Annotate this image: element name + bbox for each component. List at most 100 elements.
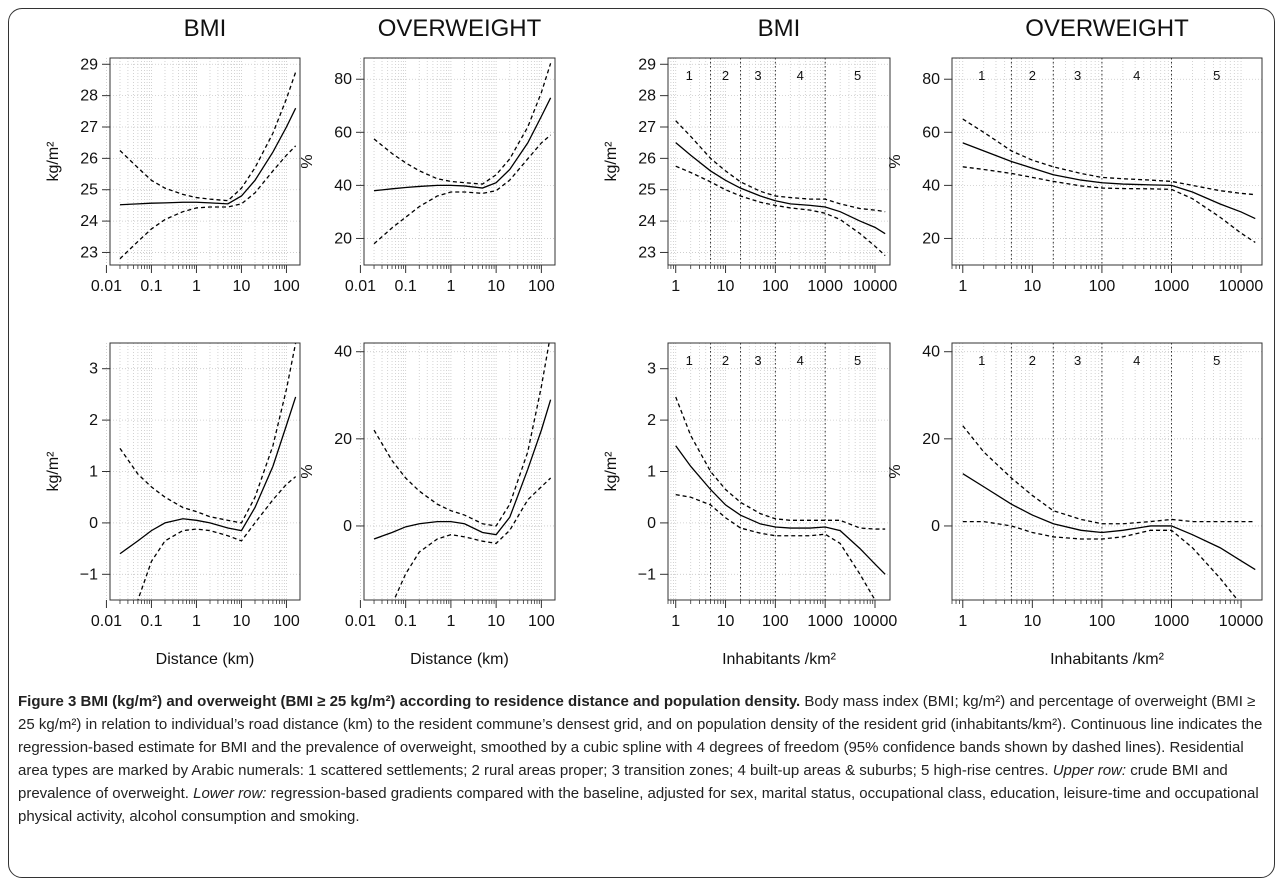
series-line	[373, 343, 550, 527]
x-tick-label: 10000	[1219, 278, 1264, 295]
series-line	[119, 396, 297, 555]
zone-label: 2	[722, 353, 729, 368]
x-tick-label: 10	[717, 613, 735, 630]
y-axis-label: %	[299, 154, 316, 168]
plot-frame	[951, 342, 1263, 601]
y-tick-label: 26	[638, 150, 656, 167]
y-axis-label: %	[887, 154, 904, 168]
panel-title: OVERWEIGHT	[1025, 15, 1189, 42]
series-line	[119, 71, 297, 202]
x-tick-label: 1000	[807, 613, 843, 630]
panel-title: OVERWEIGHT	[378, 15, 542, 42]
y-axis-label: kg/m²	[45, 141, 62, 182]
plot-frame	[363, 57, 556, 266]
y-tick-label: 27	[80, 119, 98, 136]
y-tick-label: −1	[80, 566, 98, 583]
x-axis-label: Inhabitants /km²	[722, 651, 837, 668]
x-tick-label: 1	[958, 278, 967, 295]
zone-label: 5	[854, 353, 861, 368]
y-axis-label: kg/m²	[603, 141, 620, 182]
series-line	[373, 97, 552, 192]
series-line	[119, 107, 297, 206]
y-tick-label: 40	[922, 344, 940, 361]
series-line	[962, 166, 1256, 243]
y-tick-label: 25	[80, 182, 98, 199]
series-line	[962, 142, 1256, 220]
plot-frame	[667, 57, 891, 266]
x-tick-label: 0.1	[395, 613, 417, 630]
x-tick-label: 100	[1089, 278, 1116, 295]
y-tick-label: 29	[80, 56, 98, 73]
series-line	[119, 343, 297, 524]
x-axis-label: Distance (km)	[410, 651, 509, 668]
series-line	[373, 134, 552, 245]
y-tick-label: 0	[89, 515, 98, 532]
zone-label: 4	[797, 353, 804, 368]
series-line	[675, 396, 886, 530]
x-tick-label: 0.1	[140, 613, 162, 630]
zone-label: 2	[722, 68, 729, 83]
x-tick-label: 100	[1089, 613, 1116, 630]
caption-lower-text: regression-based gradients compared with…	[18, 785, 1259, 825]
y-tick-label: 3	[89, 361, 98, 378]
y-axis-label: kg/m²	[603, 451, 620, 492]
y-tick-label: 20	[922, 431, 940, 448]
x-tick-label: 1	[446, 278, 455, 295]
series-line	[675, 493, 876, 600]
y-tick-label: 20	[334, 431, 352, 448]
series-line	[675, 120, 886, 213]
series-line	[675, 445, 886, 575]
caption: Figure 3 BMI (kg/m²) and overweight (BMI…	[18, 690, 1268, 828]
panel: 0.01 0.1 1 10 100 23 24 25 26 27 28 29 BMI kg/m²	[45, 15, 301, 295]
x-axis-label: Distance (km)	[156, 651, 255, 668]
y-tick-label: 40	[334, 177, 352, 194]
x-tick-label: 0.1	[395, 278, 417, 295]
x-tick-label: 10	[1023, 278, 1041, 295]
x-tick-label: 1	[671, 278, 680, 295]
zone-label: 5	[1213, 353, 1220, 368]
series-line	[393, 477, 552, 600]
y-tick-label: 60	[334, 124, 352, 141]
plot-frame	[951, 57, 1263, 266]
series-line	[962, 118, 1256, 196]
series-line	[962, 473, 1256, 571]
series-line	[962, 520, 1239, 600]
y-tick-label: 28	[80, 88, 98, 105]
plot-frame	[109, 342, 301, 601]
caption-upper-text: crude BMI and prevalence of overweight.	[18, 762, 1228, 802]
x-tick-label: 10000	[853, 613, 898, 630]
x-tick-label: 1000	[1154, 278, 1190, 295]
x-tick-label: 1000	[1154, 613, 1190, 630]
y-tick-label: 3	[647, 361, 656, 378]
zone-label: 2	[1029, 353, 1036, 368]
zone-label: 4	[1133, 68, 1140, 83]
x-tick-label: 10000	[853, 278, 898, 295]
zone-label: 5	[854, 68, 861, 83]
x-tick-label: 100	[528, 613, 555, 630]
y-tick-label: 2	[647, 412, 656, 429]
y-tick-label: 26	[80, 150, 98, 167]
zone-label: 1	[686, 353, 693, 368]
panel: 0.01 0.1 1 10 100 0 20 40 Distance (km)%	[299, 342, 556, 668]
zone-label: 1	[978, 353, 985, 368]
y-tick-label: 24	[80, 213, 98, 230]
zone-label: 1	[978, 68, 985, 83]
y-tick-label: 20	[334, 230, 352, 247]
x-tick-label: 100	[273, 613, 300, 630]
y-tick-label: 20	[922, 230, 940, 247]
x-tick-label: 0.01	[345, 613, 376, 630]
zone-label: 5	[1213, 68, 1220, 83]
x-tick-label: 1	[958, 613, 967, 630]
y-tick-label: 0	[647, 515, 656, 532]
x-tick-label: 1	[192, 613, 201, 630]
zone-label: 1	[686, 68, 693, 83]
series-line	[137, 476, 297, 600]
y-tick-label: 1	[89, 464, 98, 481]
panel: 0.01 0.1 1 10 100 −1 0 1 2 3 Distance (km) kg/m²	[45, 342, 301, 668]
panel: 1 10 100 1000 10000 20 40 60 80 1 2 3 4 5 OVERWEIGHT%	[887, 15, 1263, 295]
y-tick-label: −1	[638, 566, 656, 583]
y-tick-label: 28	[638, 88, 656, 105]
y-tick-label: 40	[334, 344, 352, 361]
